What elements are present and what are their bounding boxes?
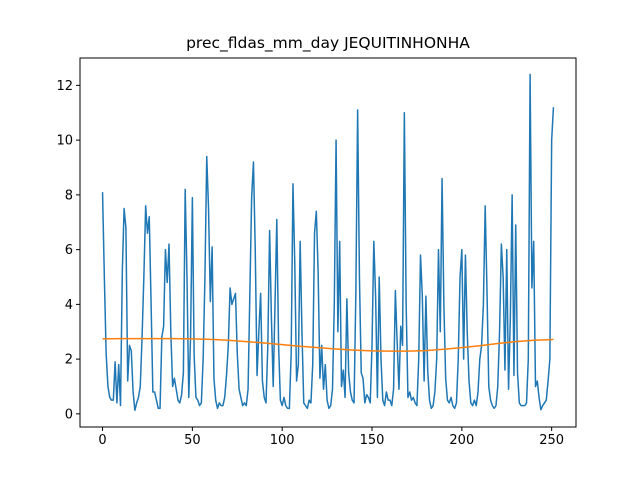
- x-tick-label: 200: [449, 433, 474, 448]
- series-line: [101, 73, 555, 412]
- y-tick-label: 4: [65, 298, 73, 313]
- x-tick-label: 50: [184, 433, 201, 448]
- plot-frame: [79, 57, 577, 428]
- series-line: [102, 337, 554, 352]
- y-tick-label: 6: [65, 243, 73, 258]
- y-tick-label: 10: [56, 134, 73, 149]
- x-tick-label: 100: [270, 433, 295, 448]
- x-tick-label: 150: [360, 433, 385, 448]
- y-tick-label: 2: [65, 353, 73, 368]
- x-tick-label: 250: [539, 433, 564, 448]
- chart-title: prec_fldas_mm_day JEQUITINHONHA: [186, 34, 470, 53]
- y-tick-label: 8: [65, 188, 73, 203]
- y-tick-label: 12: [56, 79, 73, 94]
- x-tick-label: 0: [98, 433, 106, 448]
- y-tick-label: 0: [65, 407, 73, 422]
